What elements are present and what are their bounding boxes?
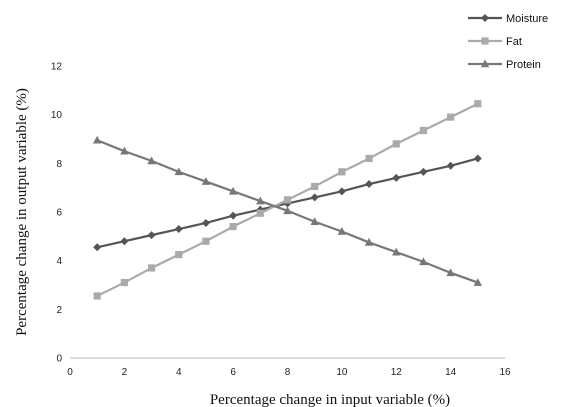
protein-point: [256, 196, 265, 205]
protein-point: [147, 156, 156, 165]
fat-point: [283, 196, 292, 204]
protein-point: [473, 278, 483, 286]
x-tick-label: 16: [499, 367, 511, 378]
moisture-point: [310, 193, 319, 202]
fat-point: [447, 113, 455, 121]
protein-point: [337, 226, 347, 235]
x-tick-label: 0: [67, 367, 73, 378]
legend-label-protein: Protein: [506, 59, 541, 71]
legend-label-fat: Fat: [506, 36, 522, 48]
legend-marker-protein: [480, 59, 490, 68]
y-tick-label: 0: [56, 354, 62, 365]
fat-point: [147, 264, 156, 272]
fat-point: [474, 100, 482, 108]
protein-point: [92, 135, 102, 144]
legend-item-protein: Protein: [468, 59, 541, 71]
moisture-point: [174, 225, 183, 234]
fat-point: [365, 154, 373, 163]
legend-item-moisture: Moisture: [468, 13, 548, 25]
moisture-point: [201, 218, 210, 227]
protein-point: [201, 177, 211, 185]
x-tick-label: 8: [285, 367, 291, 378]
fat-point: [338, 168, 346, 176]
y-axis: 0 2 4 6 8 10 12: [51, 62, 63, 365]
plot-area: [92, 100, 483, 300]
moisture-point: [446, 161, 455, 170]
protein-point: [446, 268, 455, 277]
x-axis-title: Percentage change in input variable (%): [210, 392, 450, 407]
x-tick-label: 14: [445, 367, 457, 378]
fat-point: [120, 278, 128, 287]
protein-point: [310, 217, 319, 226]
moisture-point: [365, 180, 374, 189]
protein-point: [283, 206, 292, 215]
protein-point: [120, 146, 129, 155]
legend-marker-fat: [481, 37, 489, 45]
moisture-point: [419, 167, 428, 176]
moisture-point: [337, 187, 346, 196]
y-tick-label: 6: [56, 208, 62, 219]
legend: Moisture Fat Protein: [468, 13, 548, 71]
legend-item-fat: Fat: [468, 36, 522, 48]
moisture-point: [229, 211, 238, 220]
fat-point: [175, 250, 183, 259]
fat-point: [311, 182, 319, 191]
y-axis-title: Percentage change in output variable (%): [14, 88, 30, 336]
fat-point: [229, 223, 237, 231]
x-axis: 0 2 4 6 8 10 12 14 16: [67, 357, 511, 378]
y-tick-label: 2: [56, 305, 62, 316]
protein-point: [419, 257, 428, 266]
fat-point: [202, 237, 210, 245]
moisture-point: [93, 243, 102, 252]
x-tick-label: 6: [230, 367, 236, 378]
protein-point: [392, 247, 401, 256]
series-fat: [93, 100, 482, 300]
moisture-point: [120, 237, 129, 246]
moisture-point: [473, 154, 482, 163]
x-tick-label: 2: [122, 367, 128, 378]
legend-label-moisture: Moisture: [506, 13, 548, 25]
x-tick-label: 12: [391, 367, 403, 378]
legend-marker-moisture: [481, 14, 489, 22]
y-tick-label: 12: [51, 62, 63, 73]
x-tick-label: 4: [176, 367, 182, 378]
y-tick-label: 4: [56, 256, 62, 267]
moisture-point: [392, 173, 401, 182]
protein-point: [364, 237, 374, 246]
moisture-point: [147, 231, 156, 240]
fat-point: [392, 140, 400, 148]
y-tick-label: 8: [56, 159, 62, 170]
protein-point: [228, 186, 238, 195]
protein-point: [174, 167, 183, 176]
fat-point: [419, 126, 428, 135]
fat-point: [256, 209, 264, 217]
series-protein: [92, 135, 483, 286]
x-tick-label: 10: [336, 367, 348, 378]
y-tick-label: 10: [51, 110, 63, 121]
fat-point: [93, 292, 101, 300]
